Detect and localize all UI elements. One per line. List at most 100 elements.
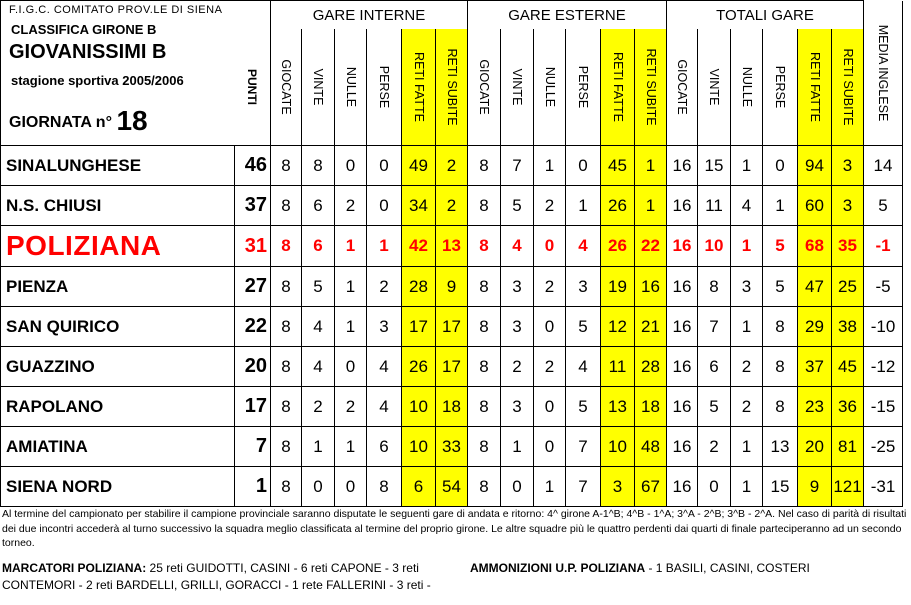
team-name: SIENA NORD bbox=[0, 466, 235, 507]
t-reti-subite-cell: 3 bbox=[831, 145, 864, 186]
t-reti-fatte-cell: 23 bbox=[797, 386, 832, 427]
e-reti-fatte-cell: 45 bbox=[600, 145, 635, 186]
e-nulle-cell: 0 bbox=[533, 386, 566, 427]
points-cell: 37 bbox=[234, 185, 271, 226]
i-reti-subite-cell: 2 bbox=[435, 145, 468, 186]
e-giocate-cell: 8 bbox=[467, 266, 501, 307]
e-giocate-cell: 8 bbox=[467, 306, 501, 347]
col-header-media: MEDIA INGLESE bbox=[863, 0, 903, 146]
e-giocate-cell: 8 bbox=[467, 426, 501, 467]
i-giocate-cell: 8 bbox=[270, 386, 302, 427]
e-perse-cell: 0 bbox=[565, 145, 601, 186]
t-perse-cell: 1 bbox=[762, 185, 798, 226]
group-header-esterne: GARE ESTERNE bbox=[467, 0, 667, 29]
col-header-reti-subite: RETI SUBITE bbox=[634, 29, 667, 146]
i-vinte-cell: 5 bbox=[301, 266, 335, 307]
e-perse-cell: 3 bbox=[565, 266, 601, 307]
t-giocate-cell: 16 bbox=[666, 185, 698, 226]
table-row: N.S. CHIUSI 37 8 6 2 0 34 2 8 5 2 1 26 1 16 11 4 1 60 3 5 bbox=[0, 185, 903, 226]
t-giocate-cell: 16 bbox=[666, 145, 698, 186]
table-row: AMIATINA 7 8 1 1 6 10 33 8 1 0 7 10 48 16 2 1 13 20 81 -25 bbox=[0, 426, 903, 467]
i-reti-subite-cell: 33 bbox=[435, 426, 468, 467]
t-reti-fatte-cell: 29 bbox=[797, 306, 832, 347]
bookings-label: AMMONIZIONI U.P. POLIZIANA bbox=[470, 561, 646, 575]
t-reti-fatte-cell: 68 bbox=[797, 225, 832, 267]
i-perse-cell: 0 bbox=[366, 185, 402, 226]
i-reti-subite-cell: 9 bbox=[435, 266, 468, 307]
t-reti-fatte-cell: 20 bbox=[797, 426, 832, 467]
e-giocate-cell: 8 bbox=[467, 145, 501, 186]
e-perse-cell: 7 bbox=[565, 466, 601, 507]
t-vinte-cell: 15 bbox=[697, 145, 731, 186]
e-reti-fatte-cell: 26 bbox=[600, 185, 635, 226]
table-row: PIENZA 27 8 5 1 2 28 9 8 3 2 3 19 16 16 8 3 5 47 25 -5 bbox=[0, 266, 903, 307]
table-row: SINALUNGHESE 46 8 8 0 0 49 2 8 7 1 0 45 1 16 15 1 0 94 3 14 bbox=[0, 145, 903, 186]
t-giocate-cell: 16 bbox=[666, 426, 698, 467]
t-perse-cell: 5 bbox=[762, 266, 798, 307]
t-nulle-cell: 1 bbox=[730, 145, 763, 186]
i-perse-cell: 2 bbox=[366, 266, 402, 307]
t-nulle-cell: 4 bbox=[730, 185, 763, 226]
e-perse-cell: 1 bbox=[565, 185, 601, 226]
col-header-nulle: NULLE bbox=[533, 29, 566, 146]
federation-title: F.I.G.C. COMITATO PROV.LE DI SIENA bbox=[9, 4, 223, 16]
t-reti-subite-cell: 45 bbox=[831, 346, 864, 387]
i-vinte-cell: 0 bbox=[301, 466, 335, 507]
e-reti-fatte-cell: 3 bbox=[600, 466, 635, 507]
group-title: CLASSIFICA GIRONE B bbox=[11, 22, 157, 37]
i-vinte-cell: 6 bbox=[301, 225, 335, 267]
team-name: GUAZZINO bbox=[0, 346, 235, 387]
i-giocate-cell: 8 bbox=[270, 426, 302, 467]
t-reti-subite-cell: 38 bbox=[831, 306, 864, 347]
i-reti-fatte-cell: 42 bbox=[401, 225, 436, 267]
col-header-perse: PERSE bbox=[366, 29, 402, 146]
t-giocate-cell: 16 bbox=[666, 466, 698, 507]
media-cell: -1 bbox=[863, 225, 903, 267]
i-reti-subite-cell: 2 bbox=[435, 185, 468, 226]
i-giocate-cell: 8 bbox=[270, 145, 302, 186]
team-name: SINALUNGHESE bbox=[0, 145, 235, 186]
i-vinte-cell: 8 bbox=[301, 145, 335, 186]
i-perse-cell: 6 bbox=[366, 426, 402, 467]
i-giocate-cell: 8 bbox=[270, 466, 302, 507]
i-nulle-cell: 0 bbox=[334, 346, 367, 387]
t-giocate-cell: 16 bbox=[666, 306, 698, 347]
t-reti-fatte-cell: 37 bbox=[797, 346, 832, 387]
media-cell: 5 bbox=[863, 185, 903, 226]
t-vinte-cell: 6 bbox=[697, 346, 731, 387]
e-reti-subite-cell: 22 bbox=[634, 225, 667, 267]
i-reti-subite-cell: 54 bbox=[435, 466, 468, 507]
i-nulle-cell: 1 bbox=[334, 225, 367, 267]
e-giocate-cell: 8 bbox=[467, 185, 501, 226]
scorers-text: 25 reti GUIDOTTI, CASINI - 6 reti CAPONE… bbox=[2, 561, 431, 592]
i-nulle-cell: 1 bbox=[334, 306, 367, 347]
t-nulle-cell: 1 bbox=[730, 426, 763, 467]
col-header-giocate: GIOCATE bbox=[270, 29, 302, 146]
points-cell: 20 bbox=[234, 346, 271, 387]
e-perse-cell: 5 bbox=[565, 306, 601, 347]
t-vinte-cell: 8 bbox=[697, 266, 731, 307]
e-reti-subite-cell: 21 bbox=[634, 306, 667, 347]
regulation-notes: Al termine del campionato per stabilire … bbox=[2, 508, 907, 549]
points-cell: 46 bbox=[234, 145, 271, 186]
i-reti-fatte-cell: 26 bbox=[401, 346, 436, 387]
i-giocate-cell: 8 bbox=[270, 346, 302, 387]
t-nulle-cell: 3 bbox=[730, 266, 763, 307]
i-nulle-cell: 2 bbox=[334, 185, 367, 226]
giornata: GIORNATA n° 18 bbox=[9, 105, 148, 137]
i-nulle-cell: 1 bbox=[334, 266, 367, 307]
i-vinte-cell: 4 bbox=[301, 346, 335, 387]
e-reti-fatte-cell: 12 bbox=[600, 306, 635, 347]
media-cell: -5 bbox=[863, 266, 903, 307]
t-giocate-cell: 16 bbox=[666, 225, 698, 267]
col-header-reti-fatte: RETI FATTE bbox=[600, 29, 635, 146]
t-perse-cell: 8 bbox=[762, 346, 798, 387]
season-title: stagione sportiva 2005/2006 bbox=[11, 73, 184, 88]
bookings-text: - 1 BASILI, CASINI, COSTERI bbox=[645, 561, 810, 575]
e-reti-fatte-cell: 11 bbox=[600, 346, 635, 387]
t-nulle-cell: 1 bbox=[730, 466, 763, 507]
category-title: GIOVANISSIMI B bbox=[9, 41, 167, 63]
i-perse-cell: 4 bbox=[366, 386, 402, 427]
t-vinte-cell: 7 bbox=[697, 306, 731, 347]
t-perse-cell: 0 bbox=[762, 145, 798, 186]
